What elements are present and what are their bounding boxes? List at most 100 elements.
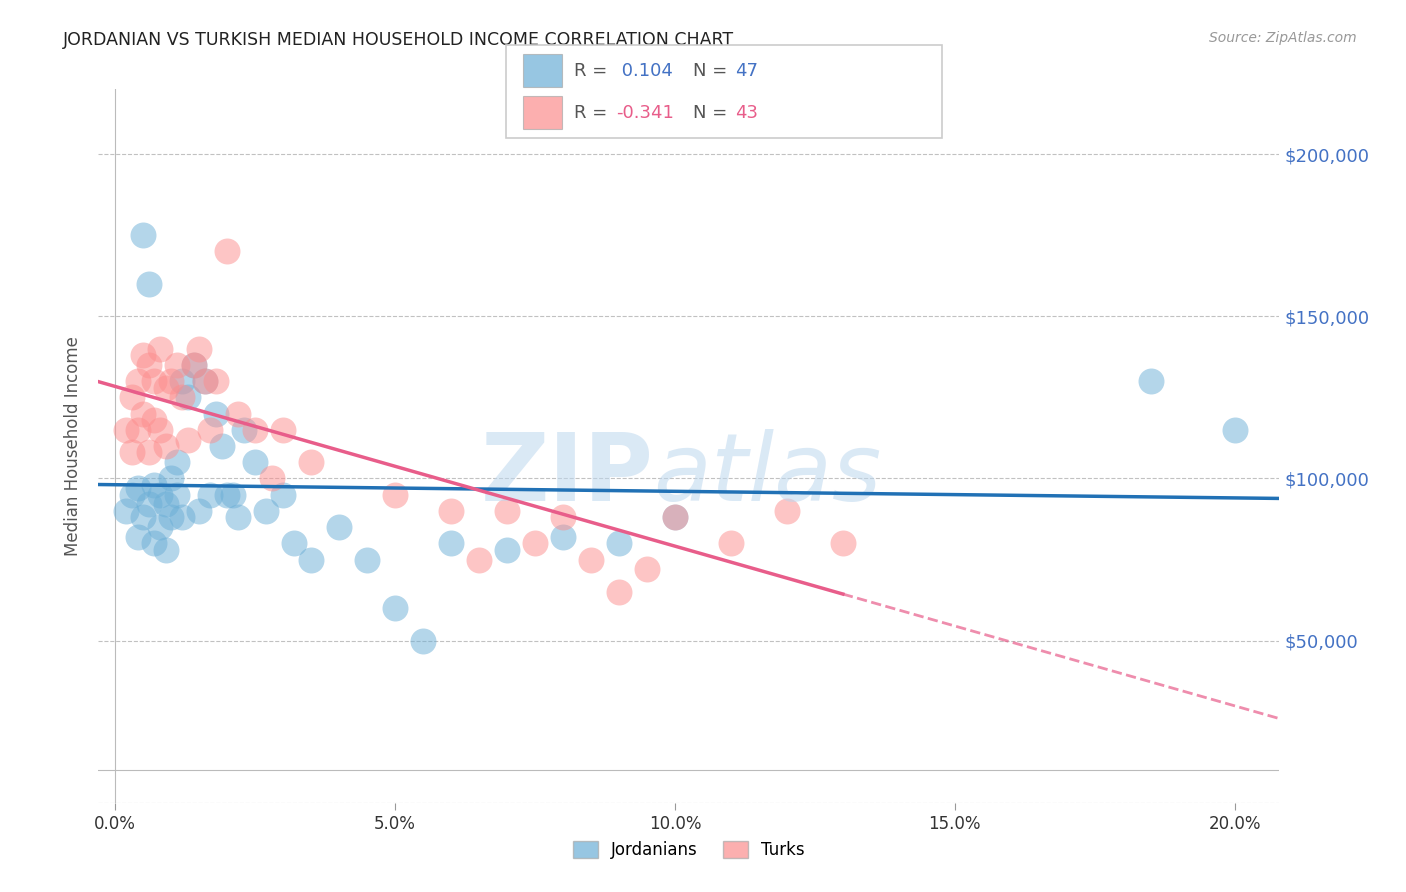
Point: [121, 390, 143, 404]
Point: [132, 228, 155, 243]
Point: [115, 423, 138, 437]
Point: [222, 488, 245, 502]
Point: [496, 504, 519, 518]
Text: R =: R =: [574, 62, 613, 79]
Point: [155, 497, 177, 511]
Point: [177, 390, 200, 404]
Point: [551, 510, 574, 524]
Point: [132, 510, 155, 524]
Point: [132, 348, 155, 362]
Point: [233, 423, 256, 437]
Point: [132, 407, 155, 421]
Text: N =: N =: [693, 62, 733, 79]
Y-axis label: Median Household Income: Median Household Income: [65, 336, 83, 556]
Point: [155, 542, 177, 557]
Point: [228, 407, 250, 421]
Point: [121, 445, 143, 459]
Point: [664, 510, 686, 524]
Point: [440, 536, 463, 550]
Point: [356, 552, 378, 566]
Point: [299, 552, 322, 566]
Point: [138, 497, 160, 511]
Point: [143, 374, 166, 388]
Point: [155, 439, 177, 453]
Point: [200, 423, 222, 437]
Point: [328, 520, 350, 534]
Point: [831, 536, 853, 550]
Point: [127, 530, 149, 544]
Point: [188, 504, 211, 518]
Point: [188, 342, 211, 356]
Point: [127, 481, 149, 495]
Text: 0.104: 0.104: [616, 62, 672, 79]
Point: [217, 244, 239, 259]
Point: [127, 374, 149, 388]
Point: [776, 504, 799, 518]
Point: [1223, 423, 1246, 437]
Point: [172, 374, 194, 388]
Point: [243, 423, 266, 437]
Point: [160, 471, 183, 485]
Point: [551, 530, 574, 544]
Text: JORDANIAN VS TURKISH MEDIAN HOUSEHOLD INCOME CORRELATION CHART: JORDANIAN VS TURKISH MEDIAN HOUSEHOLD IN…: [63, 31, 734, 49]
Point: [271, 423, 294, 437]
Point: [636, 562, 658, 576]
Point: [412, 633, 434, 648]
Point: [177, 433, 200, 447]
Point: [283, 536, 305, 550]
Point: [138, 358, 160, 372]
Point: [115, 504, 138, 518]
Point: [254, 504, 277, 518]
Text: R =: R =: [574, 104, 613, 122]
Point: [172, 390, 194, 404]
Point: [138, 445, 160, 459]
Point: [194, 374, 217, 388]
Point: [720, 536, 742, 550]
Point: [172, 510, 194, 524]
Point: [440, 504, 463, 518]
Point: [143, 413, 166, 427]
Point: [194, 374, 217, 388]
Point: [160, 510, 183, 524]
Point: [243, 455, 266, 469]
Text: atlas: atlas: [654, 429, 882, 520]
Point: [127, 423, 149, 437]
Point: [205, 374, 228, 388]
Point: [183, 358, 205, 372]
Point: [496, 542, 519, 557]
Point: [524, 536, 547, 550]
Point: [211, 439, 233, 453]
Point: [166, 358, 188, 372]
Point: [260, 471, 283, 485]
Point: [271, 488, 294, 502]
Point: [121, 488, 143, 502]
Point: [607, 585, 630, 599]
Text: 47: 47: [735, 62, 758, 79]
Point: [384, 488, 406, 502]
Point: [160, 374, 183, 388]
Point: [149, 423, 172, 437]
Point: [579, 552, 602, 566]
Point: [468, 552, 491, 566]
Point: [149, 520, 172, 534]
Point: [1139, 374, 1161, 388]
Point: [607, 536, 630, 550]
Point: [166, 488, 188, 502]
Text: -0.341: -0.341: [616, 104, 673, 122]
Point: [183, 358, 205, 372]
Point: [664, 510, 686, 524]
Point: [217, 488, 239, 502]
Text: 43: 43: [735, 104, 758, 122]
Point: [166, 455, 188, 469]
Text: Source: ZipAtlas.com: Source: ZipAtlas.com: [1209, 31, 1357, 45]
Point: [155, 381, 177, 395]
Point: [143, 478, 166, 492]
Point: [200, 488, 222, 502]
Point: [228, 510, 250, 524]
Point: [143, 536, 166, 550]
Point: [149, 488, 172, 502]
Point: [205, 407, 228, 421]
Legend: Jordanians, Turks: Jordanians, Turks: [567, 834, 811, 866]
Text: ZIP: ZIP: [481, 428, 654, 521]
Point: [384, 601, 406, 615]
